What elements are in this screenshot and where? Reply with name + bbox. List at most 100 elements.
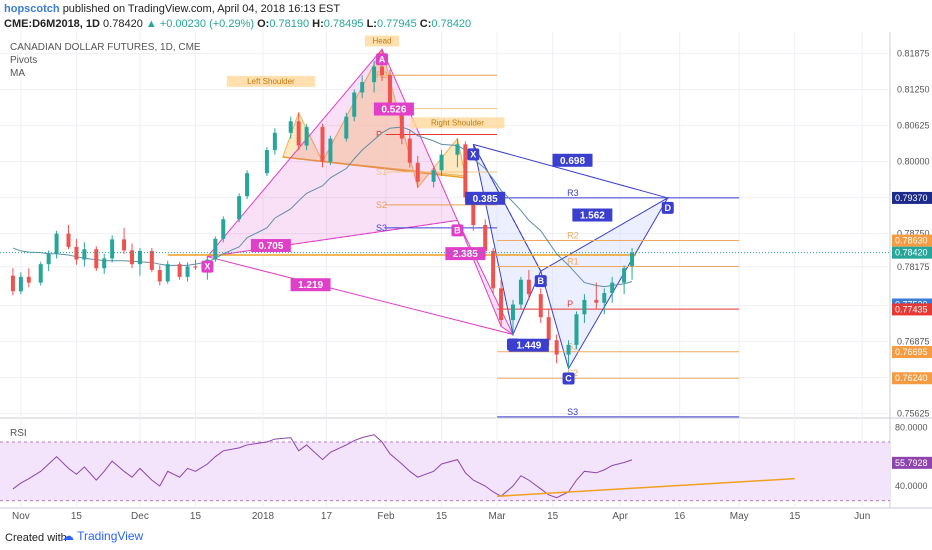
ratio-label: 1.562 bbox=[580, 211, 605, 222]
candle-body bbox=[566, 344, 571, 355]
ratio-label: 1.219 bbox=[298, 280, 323, 291]
candle-body bbox=[538, 294, 543, 318]
x-tick-label: Feb bbox=[377, 511, 395, 522]
rsi-badge-bg bbox=[892, 456, 932, 469]
price-badge-bg bbox=[892, 246, 932, 259]
candle-body bbox=[149, 250, 154, 270]
ratio-label-bg bbox=[445, 247, 486, 261]
candle-body bbox=[510, 304, 515, 321]
candle-body bbox=[352, 92, 357, 117]
ratio-label-bg bbox=[552, 153, 593, 167]
blue-point-label-bg bbox=[661, 201, 674, 214]
symbol-label: CME:D6M2018, 1D bbox=[4, 18, 100, 30]
blue-point-label-bg bbox=[534, 275, 547, 288]
price-badge-bg bbox=[892, 372, 932, 385]
close-value: 0.78420 bbox=[431, 18, 472, 30]
candle-body bbox=[122, 239, 127, 251]
candle-body bbox=[185, 266, 190, 277]
candle-body bbox=[74, 246, 79, 260]
candle-body bbox=[455, 144, 460, 155]
chart-canvas[interactable]: Nov 15 Dec 15 2018 17 Feb 15 Mar 15 Apr 16 May 15 Jun 0… bbox=[0, 0, 932, 526]
x-tick-label: 15 bbox=[71, 511, 83, 522]
candle-body bbox=[177, 264, 182, 277]
x-tick-label: May bbox=[730, 511, 749, 522]
candle-body bbox=[380, 66, 385, 76]
price-badge-bg bbox=[892, 234, 932, 247]
y-tick-label: 0.81250 bbox=[897, 85, 930, 95]
y-tick-label: 0.80000 bbox=[897, 157, 930, 167]
x-tick-label: 16 bbox=[674, 511, 686, 522]
y-tick-label: 0.78750 bbox=[897, 229, 930, 239]
publisher-line: hopscotch published on TradingView.com, … bbox=[4, 3, 340, 15]
author-name[interactable]: hopscotch bbox=[4, 3, 60, 15]
candle-body bbox=[221, 219, 226, 239]
pivots-legend[interactable]: Pivots bbox=[10, 55, 38, 66]
candle-body bbox=[320, 127, 325, 162]
candle-body bbox=[18, 276, 23, 292]
ohlc-line: CME:D6M2018, 1D 0.78420 ▲ +0.00230 (+0.2… bbox=[4, 18, 471, 30]
brand-name: TradingView bbox=[77, 529, 144, 543]
price-badge: 0.78630 bbox=[895, 236, 928, 246]
ratio-label: 0.698 bbox=[560, 156, 585, 167]
blue-xb-line bbox=[472, 144, 542, 272]
annotation-bg bbox=[226, 75, 315, 87]
candle-body bbox=[360, 82, 365, 93]
candle-body bbox=[54, 233, 59, 254]
y-tick-label: 0.75625 bbox=[897, 409, 930, 419]
pivot-label: R2 bbox=[567, 231, 579, 241]
pivot-label: S3 bbox=[376, 223, 387, 233]
blue-point-label: D bbox=[665, 203, 672, 213]
candle-body bbox=[272, 132, 277, 151]
tradingview-logo-icon[interactable]: ☁ TradingView bbox=[62, 529, 144, 543]
candle-body bbox=[288, 121, 293, 133]
pink-point-label-bg bbox=[451, 224, 464, 237]
change-up-icon: ▲ bbox=[145, 18, 157, 30]
candle-body bbox=[399, 109, 404, 139]
price-change: +0.00230 (+0.29%) bbox=[159, 18, 255, 30]
pink-xb-line bbox=[207, 219, 458, 258]
price-badge: 0.77435 bbox=[895, 304, 928, 314]
y-tick-label: 0.78175 bbox=[897, 262, 930, 272]
candle-body bbox=[387, 75, 392, 110]
candle-body bbox=[296, 121, 301, 146]
candle-body bbox=[304, 127, 309, 146]
x-tick-label: 2018 bbox=[252, 511, 275, 522]
ma-legend[interactable]: MA bbox=[10, 68, 25, 79]
pivot-label: S3 bbox=[567, 407, 578, 417]
candle-body bbox=[610, 282, 615, 293]
x-tick-label: Dec bbox=[131, 511, 149, 522]
ratio-label-bg bbox=[250, 239, 291, 253]
rsi-line bbox=[12, 434, 633, 499]
pink-point-label: B bbox=[454, 225, 461, 235]
ma-line bbox=[12, 126, 633, 288]
ratio-label-bg bbox=[508, 338, 549, 352]
pivot-label: S1 bbox=[567, 342, 578, 352]
ratio-label: 0.705 bbox=[258, 241, 283, 252]
blue-point-label: B bbox=[538, 276, 545, 286]
candle-body bbox=[344, 116, 349, 139]
y-tick-label: 0.80625 bbox=[897, 121, 930, 131]
rsi-legend[interactable]: RSI bbox=[10, 428, 27, 439]
rsi-trend-line bbox=[497, 477, 795, 498]
x-tick-label: Mar bbox=[488, 511, 506, 522]
candle-body bbox=[602, 292, 607, 303]
rsi-tick-label: 40.0000 bbox=[895, 481, 928, 491]
pink-point-label: X bbox=[204, 262, 210, 272]
pivot-label: R1 bbox=[567, 256, 579, 266]
candle-body bbox=[26, 276, 31, 283]
ratio-label-bg bbox=[572, 208, 613, 222]
candle-body bbox=[594, 299, 599, 303]
pink-point-label-bg bbox=[201, 260, 214, 273]
last-price: 0.78420 bbox=[103, 18, 143, 30]
blue-point-label: X bbox=[470, 149, 476, 159]
candle-body bbox=[463, 144, 468, 198]
candle-body bbox=[546, 317, 551, 341]
close-label: C: bbox=[419, 18, 432, 30]
ratio-label: 0.385 bbox=[473, 194, 498, 205]
pink-xd-line bbox=[207, 256, 514, 335]
candle-body bbox=[372, 66, 377, 83]
created-with-text: Created with bbox=[5, 532, 67, 544]
candle-body bbox=[554, 340, 559, 355]
ratio-label-bg bbox=[290, 278, 331, 292]
pattern-annotation: Left Shoulder bbox=[247, 77, 295, 86]
